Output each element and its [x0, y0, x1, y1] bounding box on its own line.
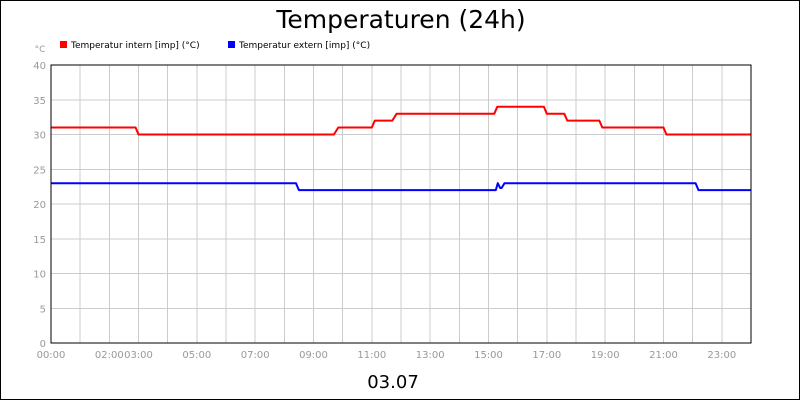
- x-tick-label: 21:00: [649, 350, 678, 361]
- x-tick-label: 23:00: [707, 350, 736, 361]
- y-tick-label: 15: [33, 235, 46, 246]
- y-tick-label: 5: [40, 304, 46, 315]
- series-line-0: [51, 105, 751, 136]
- x-tick-label: 15:00: [474, 350, 503, 361]
- x-tick-label: 03:00: [124, 350, 153, 361]
- x-tick-label: 02:00: [95, 350, 124, 361]
- y-tick-label: 0: [40, 339, 46, 350]
- legend-label-extern: Temperatur extern [imp] (°C): [238, 41, 370, 51]
- tick-labels: 0 5 10 15 20 25 30 35 40 00:00 02:00 03:00 05:00 07:0…: [33, 61, 736, 361]
- x-tick-label: 07:00: [241, 350, 270, 361]
- chart-title: Temperaturen (24h): [275, 5, 525, 34]
- legend-swatch-intern: [60, 41, 67, 48]
- y-axis-unit: °C: [35, 45, 46, 55]
- plot-area-border: [50, 64, 752, 344]
- grid: [51, 65, 751, 343]
- y-tick-label: 25: [33, 165, 46, 176]
- legend-swatch-extern: [228, 41, 235, 48]
- x-tick-label: 17:00: [532, 350, 561, 361]
- series-line-1: [51, 182, 751, 192]
- series-layer: [51, 105, 751, 192]
- x-tick-label: 00:00: [37, 350, 66, 361]
- y-tick-label: 40: [33, 61, 46, 72]
- legend-label-intern: Temperatur intern [imp] (°C): [70, 41, 200, 51]
- x-axis-label: 03.07: [367, 372, 419, 393]
- x-tick-label: 09:00: [299, 350, 328, 361]
- x-tick-label: 11:00: [357, 350, 386, 361]
- x-tick-label: 19:00: [591, 350, 620, 361]
- y-tick-label: 10: [33, 270, 46, 281]
- y-tick-label: 30: [33, 131, 46, 142]
- y-tick-label: 35: [33, 96, 46, 107]
- legend: Temperatur intern [imp] (°C) Temperatur …: [60, 41, 370, 51]
- x-tick-label: 13:00: [416, 350, 445, 361]
- y-tick-label: 20: [33, 200, 46, 211]
- axes: [50, 64, 752, 344]
- x-tick-label: 05:00: [182, 350, 211, 361]
